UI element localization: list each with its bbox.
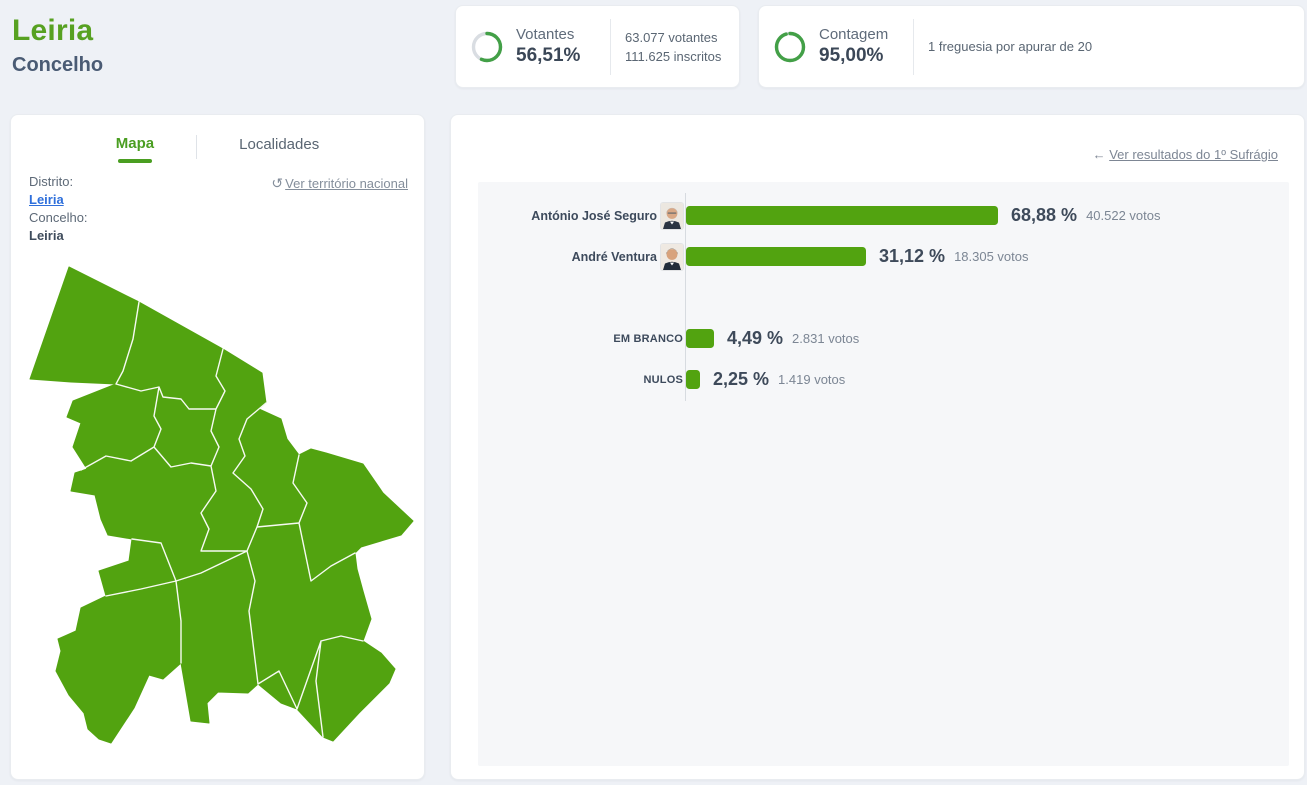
result-row: António José Seguro 68,88 % 40.522 votos xyxy=(478,195,1289,236)
result-percentage: 4,49 % xyxy=(727,328,784,348)
page-header: Leiria Concelho xyxy=(12,14,103,77)
result-label: NULOS xyxy=(643,373,683,386)
chart-row-gap xyxy=(478,277,1289,318)
municipality-label: Concelho: xyxy=(29,210,88,225)
candidate-avatar xyxy=(661,202,683,229)
result-label: António José Seguro xyxy=(531,208,657,223)
leiria-concelho-map[interactable] xyxy=(11,251,426,781)
active-tab-underline xyxy=(117,159,152,163)
left-arrow-icon: ← xyxy=(1092,147,1110,162)
breadcrumb: Distrito: Leiria Concelho: Leiria xyxy=(29,173,88,245)
votantes-count: 63.077 votantes xyxy=(625,29,718,45)
result-percentage: 31,12 % xyxy=(879,246,946,266)
divider xyxy=(610,18,611,75)
municipality-value: Leiria xyxy=(29,228,64,243)
result-votes: 2.831 votos xyxy=(792,331,860,346)
freguesia-borders xyxy=(80,301,364,738)
result-bar xyxy=(686,206,998,225)
contagem-percentage: 95,00% xyxy=(819,45,884,66)
undo-icon: ↺ xyxy=(271,175,284,191)
result-votes: 40.522 votos xyxy=(1086,208,1161,223)
votantes-progress-ring-icon xyxy=(471,31,503,62)
map-tabs: Mapa Localidades xyxy=(11,115,424,163)
ver-resultados-sufragio-link[interactable]: ← Ver resultados do 1º Sufrágio xyxy=(1092,147,1278,162)
contagem-label: Contagem xyxy=(819,26,889,43)
candidate-avatar xyxy=(661,243,683,270)
result-bar xyxy=(686,247,866,266)
page-title: Leiria xyxy=(12,14,94,47)
contagem-progress-ring-icon xyxy=(774,31,806,62)
freguesias-status: 1 freguesia por apurar de 20 xyxy=(928,39,1093,54)
result-votes: 1.419 votos xyxy=(778,372,846,387)
inscritos-count: 111.625 inscritos xyxy=(625,48,722,64)
result-label: EM BRANCO xyxy=(613,332,683,345)
results-panel: ← Ver resultados do 1º Sufrágio António … xyxy=(450,114,1305,780)
contagem-card: Contagem 95,00% 1 freguesia por apurar d… xyxy=(758,5,1305,88)
results-chart: António José Seguro 68,88 % 40.522 votos… xyxy=(478,182,1289,766)
district-label: Distrito: xyxy=(29,174,74,189)
result-percentage: 2,25 % xyxy=(713,369,770,389)
votantes-label: Votantes xyxy=(516,26,575,43)
votantes-card: Votantes 56,51% 63.077 votantes 111.625 … xyxy=(455,5,740,88)
divider xyxy=(913,18,914,75)
result-row: EM BRANCO 4,49 % 2.831 votos xyxy=(478,318,1289,359)
tab-localidades[interactable]: Localidades xyxy=(239,136,320,153)
chart-axis-line xyxy=(685,193,686,401)
votantes-percentage: 56,51% xyxy=(516,45,581,66)
page-subtitle: Concelho xyxy=(12,54,104,76)
result-percentage: 68,88 % xyxy=(1011,205,1078,225)
result-bar xyxy=(686,329,714,348)
concelho-shape[interactable] xyxy=(29,266,414,744)
result-bar xyxy=(686,370,700,389)
district-link[interactable]: Leiria xyxy=(29,192,64,207)
result-row: NULOS 2,25 % 1.419 votos xyxy=(478,359,1289,400)
map-panel: Mapa Localidades Distrito: Leiria Concel… xyxy=(10,114,425,780)
result-row: André Ventura 31,12 % 18.305 votos xyxy=(478,236,1289,277)
divider xyxy=(196,135,198,159)
ver-territorio-nacional-link[interactable]: ↺ Ver território nacional xyxy=(271,175,408,191)
tab-mapa[interactable]: Mapa xyxy=(116,135,154,163)
result-votes: 18.305 votos xyxy=(954,249,1029,264)
result-label: André Ventura xyxy=(571,249,657,264)
